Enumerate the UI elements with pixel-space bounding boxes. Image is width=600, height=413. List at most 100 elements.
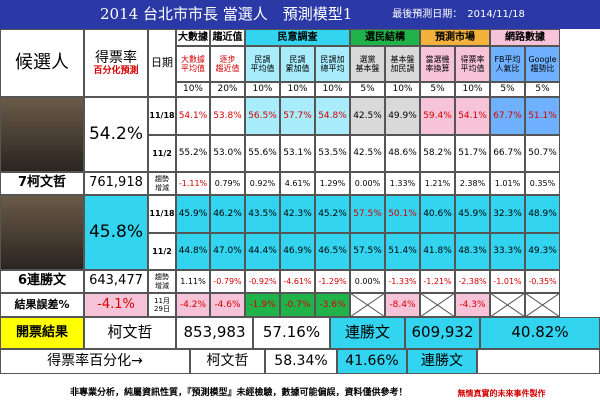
value-cell: 53.5%	[315, 135, 350, 172]
empty-x-cell	[420, 293, 455, 317]
value-cell: 49.3%	[525, 233, 560, 270]
error-cell: -0.7%	[280, 293, 315, 317]
value-cell: 67.7%	[490, 97, 525, 135]
value-cell: 50.7%	[525, 135, 560, 172]
trend-cell: 4.61%	[280, 172, 315, 195]
value-cell: 49.9%	[385, 97, 420, 135]
trend-cell: -1.11%	[176, 172, 210, 195]
sub-header: FB平均 人氣比	[490, 46, 525, 82]
value-cell: 55.2%	[176, 135, 210, 172]
value-cell: 48.6%	[385, 135, 420, 172]
trend-cell: -2.38%	[455, 270, 490, 293]
error-cell: -3.6%	[315, 293, 350, 317]
value-cell: 53.8%	[210, 97, 245, 135]
sub-header: 得票率 平均值	[455, 46, 490, 82]
result-loser-votes: 609,932	[405, 317, 480, 349]
weight-cell: 10%	[280, 82, 315, 97]
group-header: 預測市場	[420, 29, 490, 46]
pct-loser-name: 連勝文	[407, 349, 477, 374]
date-cell: 11月 29日	[148, 293, 176, 317]
value-cell: 57.5%	[350, 195, 385, 233]
weight-cell: 20%	[210, 82, 245, 97]
group-header: 網路數據	[490, 29, 560, 46]
value-cell: 53.1%	[280, 135, 315, 172]
blank-cell	[477, 349, 600, 374]
value-cell: 56.5%	[245, 97, 280, 135]
empty-x-cell	[350, 293, 385, 317]
group-header: 大數據	[176, 29, 210, 46]
weight-cell: 5%	[490, 82, 525, 97]
trend-cell: 1.33%	[385, 172, 420, 195]
error-total: -4.1%	[84, 293, 148, 317]
value-cell: 50.1%	[385, 195, 420, 233]
trend-cell: 1.29%	[315, 172, 350, 195]
value-cell: 42.5%	[350, 135, 385, 172]
trend-cell: -4.61%	[280, 270, 315, 293]
sub-header: 大數據 平均值	[176, 46, 210, 82]
pct-winner-value: 58.34%	[265, 349, 337, 374]
candidate-forecast-pct: 54.2%	[84, 97, 148, 172]
weight-cell: 5%	[525, 82, 560, 97]
sub-header: 民調 累加值	[280, 46, 315, 82]
date-header: 日期	[148, 29, 176, 97]
value-cell: 47.0%	[210, 233, 245, 270]
error-cell: -4.2%	[176, 293, 210, 317]
result-winner-pct: 57.16%	[253, 317, 330, 349]
trend-cell: -1.01%	[490, 270, 525, 293]
value-cell: 51.7%	[455, 135, 490, 172]
date-cell: 11/2	[148, 233, 176, 270]
value-cell: 40.6%	[420, 195, 455, 233]
value-cell: 54.1%	[176, 97, 210, 135]
group-header: 趨近值	[210, 29, 245, 46]
value-cell: 43.5%	[245, 195, 280, 233]
open-result-label: 開票結果	[0, 317, 84, 349]
candidate-name: 6連勝文	[0, 270, 84, 293]
trend-cell: -0.35%	[525, 270, 560, 293]
value-cell: 33.3%	[490, 233, 525, 270]
trend-label: 趨勢 增減	[148, 172, 176, 195]
footer: 非專業分析，純屬資訊性質，『預測模型』未經檢驗，數據可能偏誤，資料僅供參考！ 無情…	[0, 374, 600, 413]
error-cell: -4.6%	[210, 293, 245, 317]
value-cell: 57.7%	[280, 97, 315, 135]
sub-header: 選黨 基本盤	[350, 46, 385, 82]
vote-pct-label: 得票率百分化→	[0, 349, 190, 374]
value-cell: 45.9%	[176, 195, 210, 233]
date-cell: 11/18	[148, 195, 176, 233]
empty-x-cell	[490, 293, 525, 317]
value-cell: 42.5%	[350, 97, 385, 135]
trend-label: 趨勢 增減	[148, 270, 176, 293]
result-winner-votes: 853,983	[176, 317, 253, 349]
sub-header: 當選機 率換算	[420, 46, 455, 82]
error-cell: -4.3%	[455, 293, 490, 317]
trend-cell: 2.38%	[455, 172, 490, 195]
last-update-date: 最後預測日期： 2014/11/18	[392, 8, 525, 20]
date-cell: 11/18	[148, 97, 176, 135]
weight-cell: 10%	[245, 82, 280, 97]
trend-cell: -0.79%	[210, 270, 245, 293]
trend-cell: 0.79%	[210, 172, 245, 195]
value-cell: 42.3%	[280, 195, 315, 233]
trend-cell: -1.29%	[315, 270, 350, 293]
trend-cell: 1.11%	[176, 270, 210, 293]
result-winner-name: 柯文哲	[84, 317, 176, 349]
weight-cell: 10%	[315, 82, 350, 97]
trend-cell: 0.35%	[525, 172, 560, 195]
empty-x-cell	[525, 293, 560, 317]
result-loser-name: 連勝文	[330, 317, 405, 349]
trend-cell: 0.00%	[350, 270, 385, 293]
trend-cell: 1.01%	[490, 172, 525, 195]
value-cell: 48.3%	[455, 233, 490, 270]
result-loser-pct: 40.82%	[480, 317, 600, 349]
weight-cell: 5%	[350, 82, 385, 97]
candidate-forecast-pct: 45.8%	[84, 195, 148, 270]
error-label: 結果誤差%	[0, 293, 84, 317]
trend-cell: -1.33%	[385, 270, 420, 293]
author-credit: 無情真實的未來事件製作	[457, 388, 546, 398]
group-header: 選民結構	[350, 29, 420, 46]
weight-cell: 5%	[420, 82, 455, 97]
value-cell: 66.7%	[490, 135, 525, 172]
weight-cell: 10%	[455, 82, 490, 97]
value-cell: 41.8%	[420, 233, 455, 270]
pct-winner-name: 柯文哲	[190, 349, 265, 374]
title-bar: 2014 台北市市長 當選人 預測模型1 最後預測日期： 2014/11/18	[0, 0, 600, 29]
